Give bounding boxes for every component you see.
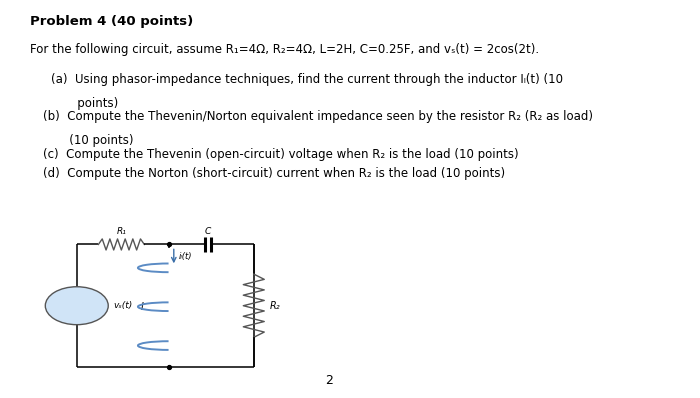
Text: C: C [205, 227, 211, 236]
Text: 2: 2 [326, 374, 333, 387]
Text: (c)  Compute the Thevenin (open-circuit) voltage when R₂ is the load (10 points): (c) Compute the Thevenin (open-circuit) … [43, 148, 518, 161]
Text: (10 points): (10 points) [43, 134, 133, 147]
Text: iₗ(t): iₗ(t) [178, 252, 192, 261]
Text: R₂: R₂ [270, 301, 281, 311]
Text: points): points) [50, 97, 118, 110]
Text: R₁: R₁ [116, 227, 126, 236]
Circle shape [46, 287, 108, 325]
Text: L: L [141, 302, 146, 312]
Text: (a)  Using phasor-impedance techniques, find the current through the inductor Iₗ: (a) Using phasor-impedance techniques, f… [50, 72, 563, 86]
Text: (d)  Compute the Norton (short-circuit) current when R₂ is the load (10 points): (d) Compute the Norton (short-circuit) c… [43, 167, 505, 179]
Text: Problem 4 (40 points): Problem 4 (40 points) [29, 15, 193, 28]
Text: +: + [73, 295, 80, 304]
Text: For the following circuit, assume R₁=4Ω, R₂=4Ω, L=2H, C=0.25F, and vₛ(t) = 2cos(: For the following circuit, assume R₁=4Ω,… [29, 43, 539, 56]
Text: vₛ(t): vₛ(t) [113, 301, 133, 310]
Text: −: − [73, 307, 80, 317]
Text: (b)  Compute the Thevenin/Norton equivalent impedance seen by the resistor R₂ (R: (b) Compute the Thevenin/Norton equivale… [43, 110, 593, 123]
